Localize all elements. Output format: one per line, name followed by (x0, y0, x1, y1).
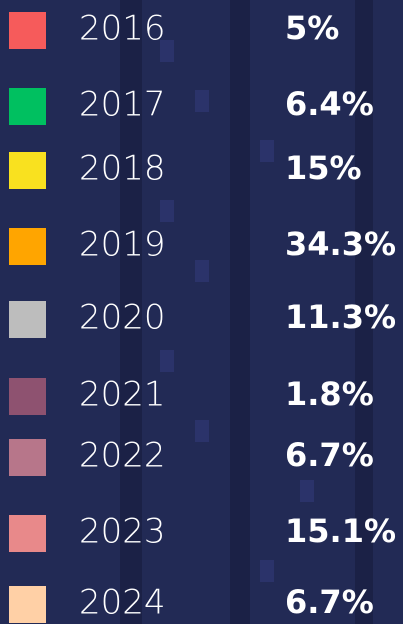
color-swatch (9, 586, 46, 623)
window (160, 40, 174, 62)
year-label: 2016 (79, 9, 166, 49)
window (300, 480, 314, 502)
window (195, 260, 209, 282)
color-swatch (9, 12, 46, 49)
color-swatch (9, 301, 46, 338)
year-label: 2020 (79, 298, 166, 338)
percent-value: 1.8% (285, 375, 374, 413)
year-label: 2022 (79, 436, 166, 476)
color-swatch (9, 152, 46, 189)
year-label: 2018 (79, 149, 166, 189)
window (160, 200, 174, 222)
year-label: 2017 (79, 85, 166, 125)
color-swatch (9, 515, 46, 552)
year-label: 2019 (79, 225, 166, 265)
window (160, 350, 174, 372)
year-label: 2021 (79, 375, 166, 415)
window (195, 90, 209, 112)
window-pattern (160, 40, 314, 582)
window (260, 560, 274, 582)
percent-value: 6.7% (285, 436, 374, 474)
percent-value: 11.3% (285, 298, 396, 336)
color-swatch (9, 378, 46, 415)
color-swatch (9, 228, 46, 265)
percent-value: 15.1% (285, 512, 396, 550)
background-pattern (120, 0, 373, 624)
window (195, 420, 209, 442)
percent-value: 6.7% (285, 583, 374, 621)
percent-value: 5% (285, 9, 339, 47)
color-swatch (9, 439, 46, 476)
legend-rows: 2016 5% 2017 6.4% 2018 15% 2019 34.3% 2020 11.3% 2… (9, 9, 396, 623)
stripe (120, 0, 142, 624)
percent-value: 6.4% (285, 85, 374, 123)
year-label: 2024 (79, 583, 166, 623)
window (260, 140, 274, 162)
stripe (230, 0, 250, 624)
stripe (355, 0, 373, 624)
year-label: 2023 (79, 512, 166, 552)
percent-value: 15% (285, 149, 362, 187)
percent-value: 34.3% (285, 225, 396, 263)
color-swatch (9, 88, 46, 125)
